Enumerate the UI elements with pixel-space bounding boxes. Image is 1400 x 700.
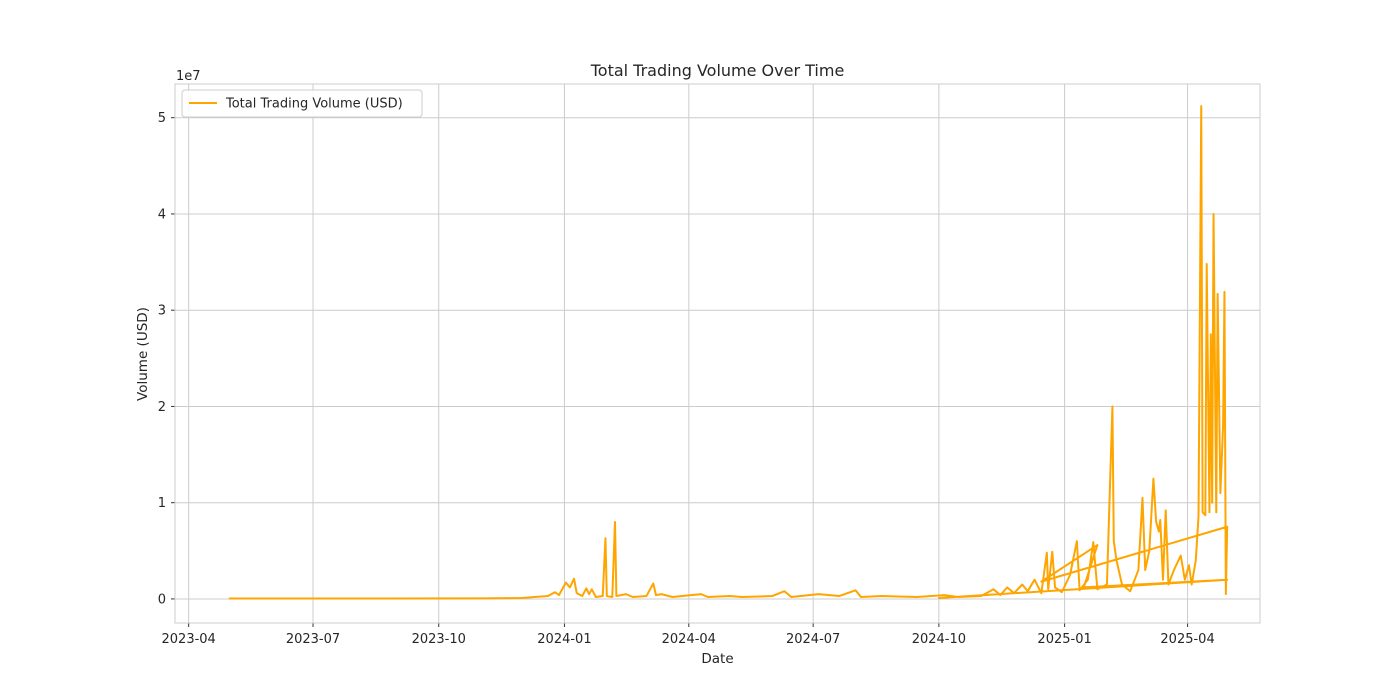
y-tick-label: 2 xyxy=(158,400,166,415)
plot-frame xyxy=(174,83,1261,624)
y-tick-label: 5 xyxy=(158,111,166,126)
x-tick-label: 2023-04 xyxy=(162,632,216,647)
x-tick-label: 2024-04 xyxy=(662,632,716,647)
x-tick-label: 2024-07 xyxy=(786,632,840,647)
legend: Total Trading Volume (USD) xyxy=(181,89,423,118)
y-tick-label: 1 xyxy=(158,496,166,511)
x-tick-label: 2024-10 xyxy=(912,632,966,647)
x-tick-label: 2023-10 xyxy=(412,632,466,647)
series-line xyxy=(228,105,1229,600)
y-tick-label: 3 xyxy=(158,304,166,319)
legend-label: Total Trading Volume (USD) xyxy=(225,97,403,112)
x-tick-label: 2025-04 xyxy=(1160,632,1214,647)
y-axis-offset-text: 1e7 xyxy=(176,69,201,84)
y-tick-label: 0 xyxy=(158,592,166,607)
y-axis-title: Volume (USD) xyxy=(135,307,151,401)
y-tick-label: 4 xyxy=(158,207,166,222)
chart-title: Total Trading Volume Over Time xyxy=(590,61,845,80)
x-axis-title: Date xyxy=(701,651,733,667)
x-tick-label: 2024-01 xyxy=(537,632,591,647)
x-tick-label: 2025-01 xyxy=(1037,632,1091,647)
x-tick-label: 2023-07 xyxy=(286,632,340,647)
plot-area: 2023-04 2023-07 2023-10 2024-01 2024-04 2024-… xyxy=(158,83,1261,647)
legend-frame xyxy=(181,89,423,118)
